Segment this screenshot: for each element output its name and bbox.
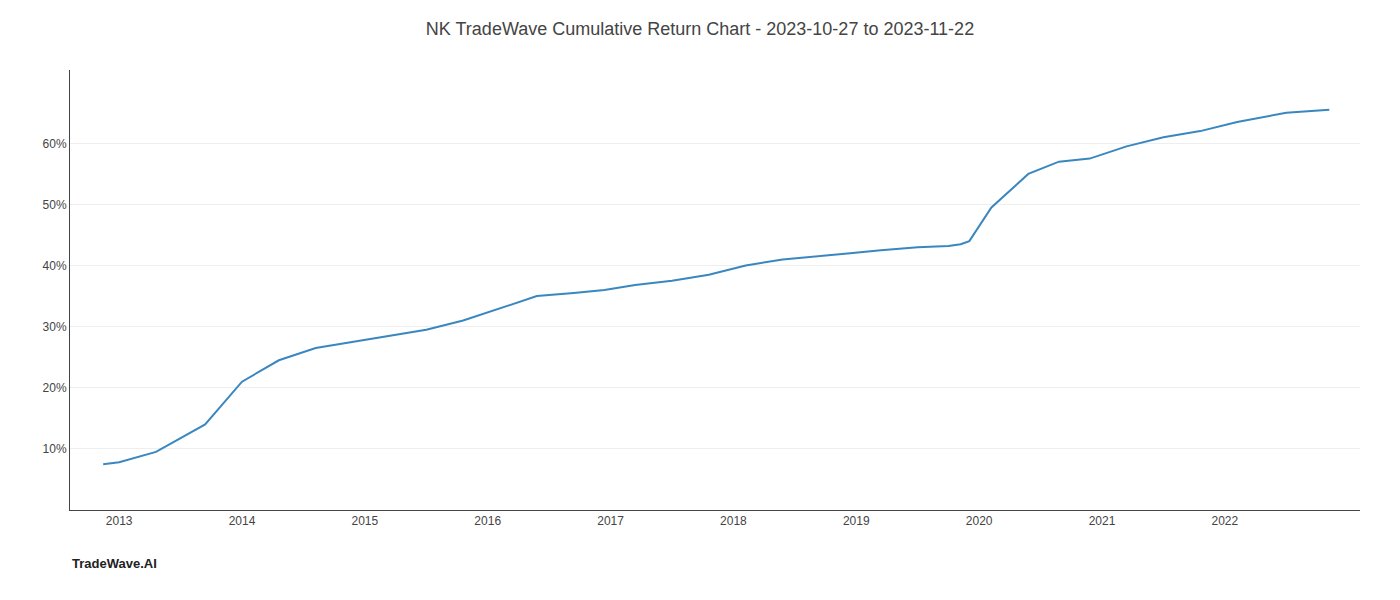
svg-text:2015: 2015 <box>352 514 379 528</box>
svg-text:2014: 2014 <box>229 514 256 528</box>
svg-text:2018: 2018 <box>720 514 747 528</box>
svg-text:2016: 2016 <box>474 514 501 528</box>
svg-text:2021: 2021 <box>1089 514 1116 528</box>
svg-text:2020: 2020 <box>966 514 993 528</box>
svg-text:2017: 2017 <box>597 514 624 528</box>
svg-text:30%: 30% <box>43 320 67 334</box>
svg-text:2022: 2022 <box>1212 514 1239 528</box>
svg-text:50%: 50% <box>43 198 67 212</box>
svg-text:20%: 20% <box>43 381 67 395</box>
svg-text:NK TradeWave Cumulative Return: NK TradeWave Cumulative Return Chart - 2… <box>426 19 974 39</box>
svg-text:60%: 60% <box>43 137 67 151</box>
svg-text:TradeWave.AI: TradeWave.AI <box>72 556 157 571</box>
svg-text:2013: 2013 <box>106 514 133 528</box>
svg-text:10%: 10% <box>43 442 67 456</box>
svg-text:2019: 2019 <box>843 514 870 528</box>
svg-text:40%: 40% <box>43 259 67 273</box>
